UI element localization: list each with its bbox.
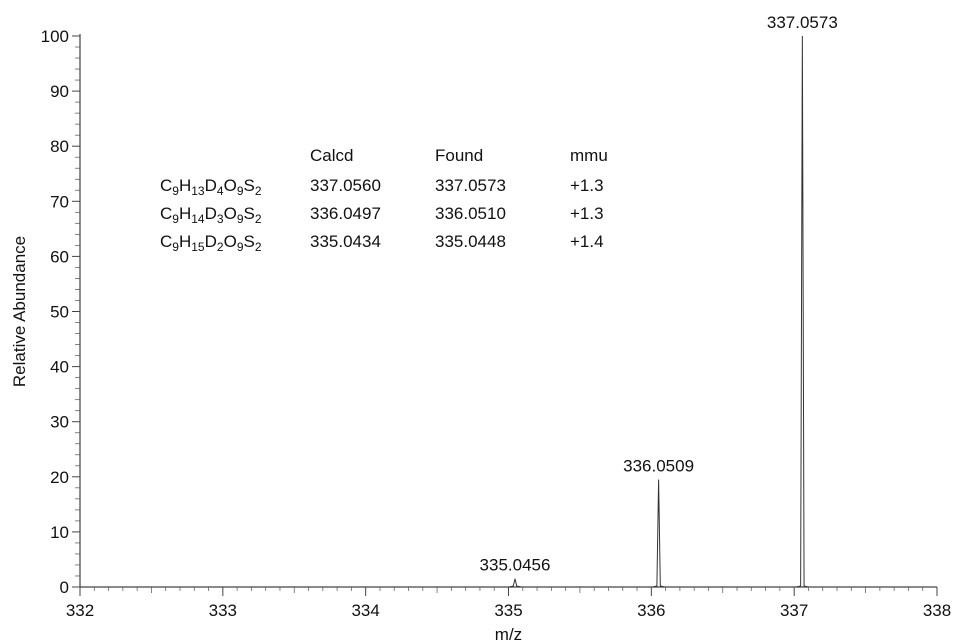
peak-label: 336.0509 <box>623 457 694 476</box>
found-cell: 335.0448 <box>435 232 506 251</box>
y-tick-label: 0 <box>60 578 69 597</box>
x-tick-label: 334 <box>351 601 379 620</box>
y-axis-label: Relative Abundance <box>10 236 29 387</box>
found-cell: 337.0573 <box>435 176 506 195</box>
mmu-cell: +1.3 <box>570 204 604 223</box>
calcd-cell: 337.0560 <box>310 176 381 195</box>
peak-labels: 335.0456 336.0509 337.0573 <box>480 13 838 575</box>
x-tick-label: 337 <box>780 601 808 620</box>
formula-table: Calcd Found mmu C9H13D4O9S2 337.0560 337.0573… <box>160 146 608 254</box>
y-tick-label: 70 <box>50 192 69 211</box>
x-tick-label: 333 <box>209 601 237 620</box>
formula-cell: C9H15D2O9S2 <box>160 232 262 254</box>
table-header: Calcd <box>310 146 353 165</box>
peak-label: 337.0573 <box>767 13 838 32</box>
formula-cell: C9H13D4O9S2 <box>160 176 262 198</box>
x-tick-labels: 332 333 334 335 336 337 338 <box>66 601 951 620</box>
spectrum-peak <box>652 479 665 588</box>
mmu-cell: +1.3 <box>570 176 604 195</box>
spectrum-peak <box>796 35 809 588</box>
table-header: Found <box>435 146 483 165</box>
y-tick-label: 80 <box>50 137 69 156</box>
formula-cell: C9H14D3O9S2 <box>160 204 262 226</box>
y-tick-labels: 0 10 20 30 40 50 60 70 80 90 100 <box>41 27 69 597</box>
x-axis-label: m/z <box>495 625 522 644</box>
mmu-cell: +1.4 <box>570 232 604 251</box>
found-cell: 336.0510 <box>435 204 506 223</box>
peak-label: 335.0456 <box>480 556 551 575</box>
calcd-cell: 336.0497 <box>310 204 381 223</box>
spectrum-peak <box>509 578 521 588</box>
y-tick-label: 10 <box>50 523 69 542</box>
y-tick-label: 20 <box>50 468 69 487</box>
axis-ticks-layer <box>72 35 938 596</box>
x-tick-label: 338 <box>923 601 951 620</box>
y-tick-label: 100 <box>41 27 69 46</box>
y-tick-label: 90 <box>50 82 69 101</box>
peaks-layer <box>509 35 809 588</box>
table-header: mmu <box>570 146 608 165</box>
y-tick-label: 40 <box>50 358 69 377</box>
y-tick-label: 30 <box>50 413 69 432</box>
y-tick-label: 60 <box>50 247 69 266</box>
x-tick-label: 332 <box>66 601 94 620</box>
y-tick-label: 50 <box>50 303 69 322</box>
x-tick-label: 335 <box>494 601 522 620</box>
calcd-cell: 335.0434 <box>310 232 381 251</box>
x-tick-label: 336 <box>637 601 665 620</box>
